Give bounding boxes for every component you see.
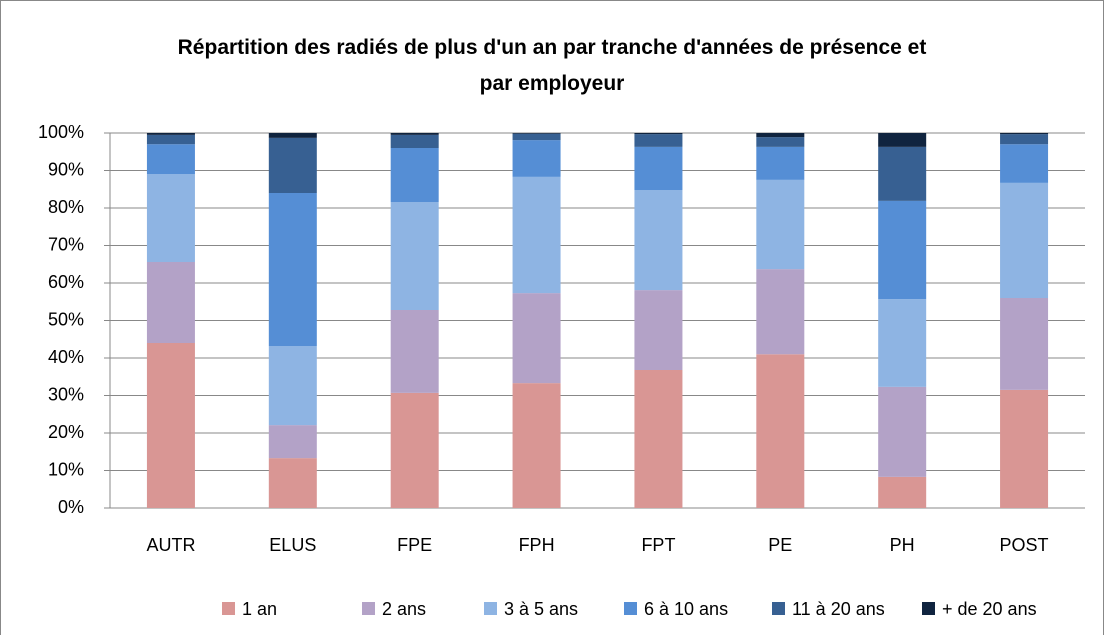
bar-segment <box>512 140 561 177</box>
bar-segment <box>634 133 683 135</box>
bar-segment <box>1000 133 1049 135</box>
bar-segment <box>390 134 439 148</box>
bar-segment <box>146 343 195 508</box>
bar-segment <box>756 133 805 138</box>
bar-segment <box>756 137 805 147</box>
bar-segment <box>390 148 439 202</box>
y-tick-label: 10% <box>48 459 84 479</box>
bar-segment <box>878 386 927 477</box>
bar-segment <box>146 174 195 262</box>
bar-segment <box>634 290 683 370</box>
bar-segment <box>878 476 927 508</box>
bar-segment <box>146 134 195 145</box>
legend-swatch <box>922 602 935 615</box>
legend-label: 6 à 10 ans <box>644 599 728 619</box>
legend-label: 3 à 5 ans <box>504 599 578 619</box>
legend-swatch <box>362 602 375 615</box>
y-tick-label: 70% <box>48 234 84 254</box>
legend-swatch <box>484 602 497 615</box>
bar-segment <box>512 133 561 141</box>
bar-segment <box>268 137 317 193</box>
bar-segment <box>1000 298 1049 390</box>
bar-segment <box>634 146 683 190</box>
y-tick-label: 20% <box>48 422 84 442</box>
bar-segment <box>390 133 439 135</box>
bar-segment <box>390 392 439 508</box>
chart-title: Répartition des radiés de plus d'un an p… <box>177 36 927 95</box>
bar-segment <box>756 354 805 508</box>
x-tick-label: PE <box>768 535 792 555</box>
x-tick-label: FPT <box>641 535 675 555</box>
legend-swatch <box>772 602 785 615</box>
bar-segment <box>756 146 805 180</box>
legend-label: 2 ans <box>382 599 426 619</box>
x-tick-label: FPE <box>397 535 432 555</box>
legend-swatch <box>624 602 637 615</box>
bar-segment <box>756 269 805 355</box>
bar-segment <box>756 179 805 270</box>
bar-segment <box>1000 182 1049 298</box>
bar-segment <box>268 133 317 138</box>
bar-segment <box>634 190 683 291</box>
y-tick-label: 0% <box>58 497 84 517</box>
y-tick-label: 40% <box>48 347 84 367</box>
x-tick-label: ELUS <box>269 535 316 555</box>
legend-label: 11 à 20 ans <box>792 599 885 619</box>
y-tick-label: 100% <box>38 122 84 142</box>
bar-segment <box>878 299 927 387</box>
bar-segment <box>146 133 195 135</box>
bar-segment <box>878 133 927 147</box>
bar-segment <box>878 200 927 300</box>
bar-segment <box>390 202 439 310</box>
bar-segment <box>146 262 195 343</box>
bar-segment <box>512 133 561 134</box>
bar-segment <box>268 346 317 426</box>
bar-segment <box>1000 389 1049 508</box>
x-tick-label: FPH <box>519 535 555 555</box>
y-tick-label: 50% <box>48 309 84 329</box>
x-tick-label: AUTR <box>146 535 195 555</box>
bar-segment <box>268 193 317 346</box>
legend-label: 1 an <box>242 599 277 619</box>
legend-label: + de 20 ans <box>942 599 1037 619</box>
y-tick-label: 30% <box>48 384 84 404</box>
x-tick-label: PH <box>890 535 915 555</box>
bar-segment <box>268 425 317 459</box>
bar-segment <box>634 134 683 147</box>
legend-swatch <box>222 602 235 615</box>
bar-segment <box>1000 144 1049 183</box>
y-tick-label: 80% <box>48 197 84 217</box>
bar-segment <box>1000 134 1049 145</box>
bar-segment <box>634 370 683 508</box>
bar-segment <box>512 383 561 508</box>
bar-segment <box>390 310 439 393</box>
y-tick-label: 90% <box>48 159 84 179</box>
y-tick-label: 60% <box>48 272 84 292</box>
x-tick-label: POST <box>1000 535 1049 555</box>
bar-segment <box>512 293 561 384</box>
bar-segment <box>146 144 195 175</box>
bar-segment <box>878 146 927 201</box>
bar-segment <box>512 176 561 294</box>
bar-segment <box>268 458 317 508</box>
